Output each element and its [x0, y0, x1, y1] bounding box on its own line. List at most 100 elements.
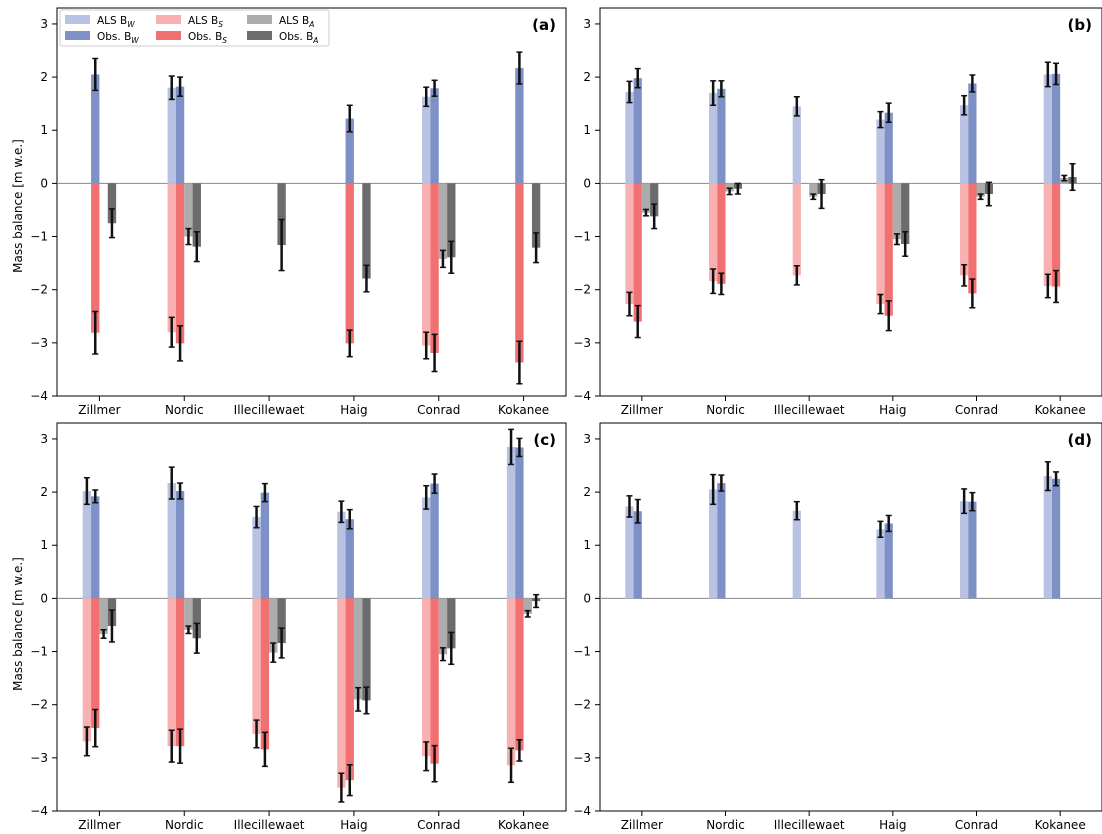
panel-a-bar-obs-ba: [277, 183, 286, 246]
panel-a-bar-obs-ba: [531, 183, 541, 248]
panel-d-bar-als-bw: [792, 510, 801, 599]
panel-b-xtick-label: Haig: [879, 403, 906, 417]
panel-d-bar-als-bw: [876, 529, 885, 599]
panel-c-bar-als-bw: [82, 491, 92, 599]
panel-b-bar-als-ba: [809, 183, 818, 197]
panel-d-frame: [599, 422, 1102, 812]
panel-c-bar-obs-bw: [345, 519, 354, 599]
panel-c-bar-als-bw: [167, 483, 176, 599]
panel-a-ytick-label: −3: [30, 336, 48, 350]
panel-d-bar-als-bw: [1043, 476, 1052, 599]
panel-c-bar-als-bw: [252, 517, 261, 599]
legend-swatch: [65, 15, 90, 24]
panel-c-bar-als-ba: [184, 598, 193, 630]
panel-d-xtick-label: Nordic: [706, 818, 745, 832]
panel-b-bar-als-bs: [960, 183, 969, 276]
panel-a-bar-obs-bs: [430, 183, 439, 353]
panel-d-ytick-label: −3: [573, 751, 591, 765]
panel-a-ytick-label: 0: [40, 176, 48, 190]
panel-a-bar-obs-bs: [91, 183, 100, 333]
panel-b-xtick-label: Conrad: [955, 403, 998, 417]
panel-c-bar-als-bs: [167, 598, 176, 747]
panel-a-xtick-label: Zillmer: [78, 403, 120, 417]
panel-c-frame: [56, 422, 567, 812]
panel-c-bar-als-ba: [438, 598, 448, 655]
panel-b-xtick-label: Kokanee: [1035, 403, 1086, 417]
panel-a-bar-als-bs: [422, 183, 431, 346]
panel-c-ytick-label: 3: [40, 432, 48, 446]
panel-b-ytick-label: 3: [583, 17, 591, 31]
panel-c-bar-obs-ba: [447, 598, 456, 649]
panel-c-xtick-label: Nordic: [165, 818, 204, 832]
panel-a-bar-obs-bw: [430, 88, 439, 184]
panel-c-xtick-label: Zillmer: [78, 818, 120, 832]
panel-a-bar-obs-ba: [192, 183, 201, 247]
panel-a-frame: [56, 7, 567, 397]
panel-c-bar-obs-bs: [91, 598, 100, 729]
panel-d-bar-obs-bw: [884, 523, 893, 599]
panel-a-bar-als-bs: [167, 183, 176, 333]
panel-c-bar-obs-bs: [260, 598, 270, 750]
panel-b-bar-als-bw: [876, 119, 885, 184]
legend-label: ALS BW: [97, 15, 135, 29]
panel-c-bar-als-bs: [252, 598, 261, 734]
panel-b-bar-obs-bs: [633, 183, 642, 322]
panel-d-xtick-label: Conrad: [955, 818, 998, 832]
panel-a-xtick-label: Kokanee: [498, 403, 549, 417]
panel-d-ytick-label: 1: [583, 538, 591, 552]
panel-b-xtick-label: Illecillewaet: [774, 403, 845, 417]
panel-c-bar-als-bs: [82, 598, 92, 742]
panel-c-bar-obs-ba: [277, 598, 286, 644]
panel-d-bar-als-bw: [625, 506, 634, 599]
panel-b-bar-als-bs: [625, 183, 634, 305]
panel-b-bar-als-bw: [960, 105, 969, 184]
legend: ALS BW ALS BS ALS BA Obs. BW Obs. BS Obs. BA: [59, 9, 330, 47]
panel-a-bar-obs-bw: [515, 68, 524, 184]
panel-b-ytick-label: 0: [583, 176, 591, 190]
panel-a-bar-obs-bs: [175, 183, 185, 344]
panel-d-xtick-label: Haig: [879, 818, 906, 832]
legend-swatch: [247, 15, 272, 24]
panel-b-bar-als-ba: [892, 183, 902, 240]
panel-a-bar-obs-bs: [345, 183, 354, 344]
panel-b-bar-als-bw: [1043, 74, 1052, 184]
panel-a-bar-als-ba: [184, 183, 193, 237]
panel-c-ytick-label: −2: [30, 698, 48, 712]
panel-c-bar-als-bs: [506, 598, 516, 766]
panel-c-ytick-label: 1: [40, 538, 48, 552]
panel-b-bar-als-ba: [641, 183, 651, 213]
panel-b-ytick-label: −4: [573, 389, 591, 403]
panel-d-bar-obs-bw: [968, 501, 977, 599]
panel-a-bar-obs-bw: [91, 74, 100, 184]
panel-c-bar-als-ba: [353, 598, 363, 700]
panel-c-bar-obs-bw: [91, 496, 100, 599]
panel-d-bar-als-bw: [709, 489, 718, 599]
legend-swatch: [247, 31, 272, 40]
panel-b-xtick-label: Nordic: [706, 403, 745, 417]
panel-b-ytick-label: −2: [573, 283, 591, 297]
panel-a-bar-als-bw: [422, 96, 431, 184]
panel-c-bar-obs-bw: [430, 483, 439, 599]
legend-label: Obs. BS: [188, 31, 227, 45]
panel-c-xtick-label: Illecillewaet: [234, 818, 305, 832]
panel-d-bar-obs-bw: [633, 511, 642, 599]
panel-a-ytick-label: −1: [30, 230, 48, 244]
panel-c-ytick-label: −3: [30, 751, 48, 765]
panel-a-xtick-label: Conrad: [417, 403, 460, 417]
panel-d-xtick-label: Illecillewaet: [774, 818, 845, 832]
panel-b-bar-obs-bw: [633, 78, 642, 184]
panel-a-ytick-label: 1: [40, 123, 48, 137]
panel-d-bar-obs-bw: [1051, 478, 1061, 599]
panel-c-bar-obs-bw: [175, 491, 185, 599]
panel-c-xtick-label: Kokanee: [498, 818, 549, 832]
panel-c-label: (c): [533, 431, 556, 449]
legend-swatch: [65, 31, 90, 40]
y-axis-label-bottom: Mass balance [m w.e.]: [11, 557, 25, 691]
panel-d-ytick-label: 0: [583, 591, 591, 605]
panel-a-bar-obs-ba: [447, 183, 456, 258]
panel-b-bar-als-bw: [709, 93, 718, 184]
panel-c-bar-als-bw: [422, 497, 431, 599]
panel-c-bar-obs-ba: [362, 598, 371, 701]
panel-a-bar-obs-bw: [175, 86, 185, 184]
panel-b-bar-obs-bw: [884, 112, 893, 184]
